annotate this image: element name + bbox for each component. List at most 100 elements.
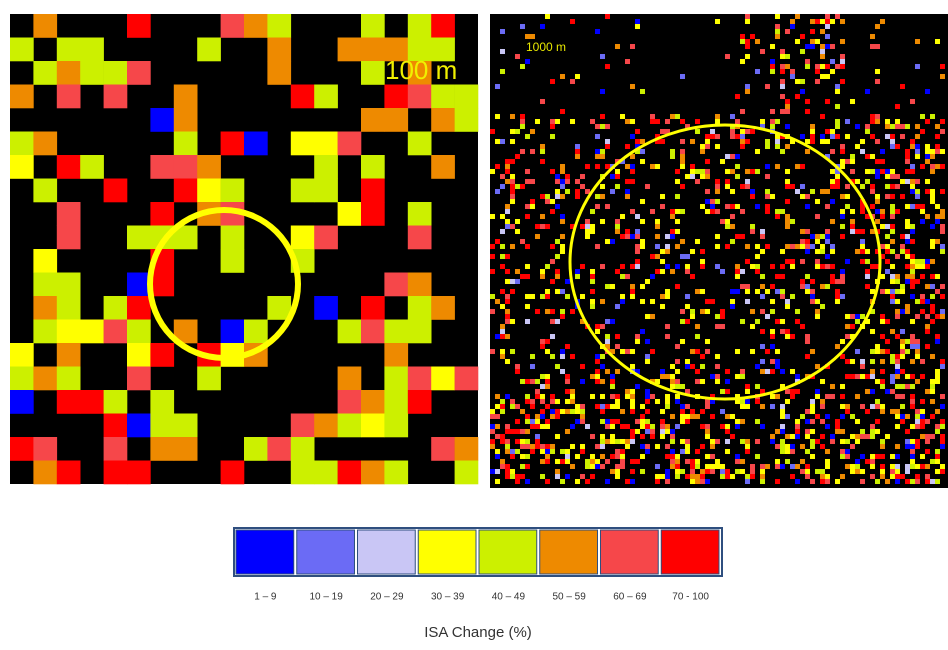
map-cell — [940, 444, 945, 449]
map-cell — [645, 359, 650, 364]
map-cell — [895, 209, 900, 214]
map-cell — [800, 284, 805, 289]
map-cell — [650, 209, 655, 214]
map-cell — [760, 404, 765, 409]
map-cell — [730, 204, 735, 209]
map-cell — [675, 114, 680, 119]
map-cell — [715, 374, 720, 379]
map-cell — [560, 309, 565, 314]
map-cell — [670, 449, 675, 454]
map-cell — [500, 329, 505, 334]
map-cell — [820, 234, 825, 239]
map-cell — [560, 164, 565, 169]
map-cell — [127, 226, 151, 250]
map-cell — [750, 469, 755, 474]
map-cell — [725, 204, 730, 209]
map-cell — [675, 469, 680, 474]
map-cell — [940, 119, 945, 124]
map-cell — [765, 289, 770, 294]
map-cell — [845, 134, 850, 139]
map-cell — [244, 132, 268, 156]
map-cell — [745, 179, 750, 184]
map-cell — [910, 204, 915, 209]
map-cell — [845, 194, 850, 199]
map-cell — [910, 179, 915, 184]
map-cell — [940, 364, 945, 369]
map-cell — [820, 74, 825, 79]
map-cell — [765, 314, 770, 319]
map-cell — [655, 479, 660, 484]
map-cell — [875, 404, 880, 409]
map-cell — [705, 424, 710, 429]
map-cell — [500, 29, 505, 34]
map-cell — [550, 134, 555, 139]
map-cell — [660, 304, 665, 309]
map-cell — [925, 189, 930, 194]
map-cell — [840, 269, 845, 274]
map-cell — [505, 359, 510, 364]
map-cell — [890, 279, 895, 284]
map-cell — [645, 409, 650, 414]
map-cell — [635, 214, 640, 219]
map-cell — [575, 144, 580, 149]
scale-label: 100 m — [385, 55, 457, 85]
map-cell — [555, 119, 560, 124]
map-cell — [760, 464, 765, 469]
map-cell — [174, 179, 198, 203]
map-cell — [775, 14, 780, 19]
map-cell — [760, 424, 765, 429]
map-cell — [755, 439, 760, 444]
map-cell — [725, 389, 730, 394]
map-cell — [605, 284, 610, 289]
map-cell — [685, 404, 690, 409]
map-cell — [760, 284, 765, 289]
map-cell — [675, 194, 680, 199]
map-cell — [815, 249, 820, 254]
map-cell — [630, 469, 635, 474]
map-cell — [57, 343, 81, 367]
map-cell — [915, 474, 920, 479]
map-cell — [905, 479, 910, 484]
map-cell — [825, 19, 830, 24]
map-cell — [630, 264, 635, 269]
map-cell — [560, 349, 565, 354]
map-cell — [870, 169, 875, 174]
map-cell — [915, 419, 920, 424]
map-cell — [840, 144, 845, 149]
map-cell — [575, 189, 580, 194]
map-cell — [650, 119, 655, 124]
map-cell — [925, 154, 930, 159]
map-cell — [775, 364, 780, 369]
map-cell — [550, 394, 555, 399]
map-cell — [785, 99, 790, 104]
map-cell — [540, 424, 545, 429]
map-cell — [910, 344, 915, 349]
map-cell — [835, 184, 840, 189]
map-cell — [875, 79, 880, 84]
map-cell — [127, 461, 151, 485]
map-cell — [775, 394, 780, 399]
map-cell — [790, 24, 795, 29]
map-cell — [525, 264, 530, 269]
map-cell — [895, 364, 900, 369]
map-cell — [745, 39, 750, 44]
map-cell — [505, 439, 510, 444]
map-cell — [520, 454, 525, 459]
map-cell — [795, 79, 800, 84]
map-cell — [505, 219, 510, 224]
map-cell — [850, 469, 855, 474]
map-cell — [730, 239, 735, 244]
map-cell — [660, 424, 665, 429]
map-cell — [905, 384, 910, 389]
map-cell — [515, 54, 520, 59]
map-cell — [520, 64, 525, 69]
map-cell — [840, 54, 845, 59]
map-cell — [695, 464, 700, 469]
map-cell — [221, 179, 245, 203]
map-cell — [860, 239, 865, 244]
map-cell — [495, 139, 500, 144]
map-cell — [830, 199, 835, 204]
map-cell — [805, 449, 810, 454]
map-cell — [700, 469, 705, 474]
map-cell — [845, 324, 850, 329]
